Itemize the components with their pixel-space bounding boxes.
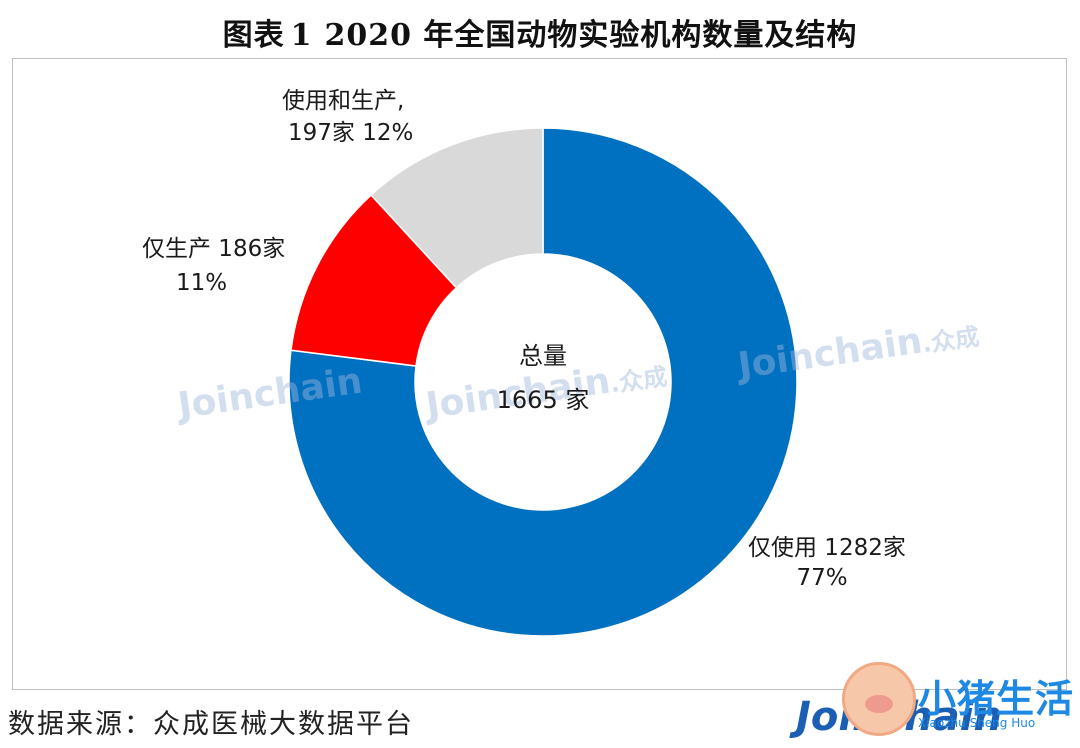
title-text: 2020 年全国动物实验机构数量及结构 xyxy=(324,18,858,53)
xiaozhu-badge: 小猪生活 xyxy=(918,677,1075,721)
slice-label-1-line2: 11% xyxy=(176,270,227,296)
chart-frame xyxy=(12,58,1067,690)
slice-label-2-line2: 197家 12% xyxy=(288,120,413,146)
slice-label-0-line2: 77% xyxy=(796,565,847,591)
pig-mascot-icon xyxy=(842,662,916,736)
data-source: 数据来源：众成医械大数据平台 xyxy=(8,709,414,740)
xiaozhu-badge-sub: Xiaozhu Sheng Huo xyxy=(918,716,1036,730)
center-label-line1: 总量 xyxy=(519,342,567,370)
center-label-line2: 1665 家 xyxy=(497,386,590,414)
title-number: 1 xyxy=(290,18,313,53)
chart-title: 图表 1 2020 年全国动物实验机构数量及结构 xyxy=(0,10,1080,54)
slice-2 xyxy=(370,127,544,289)
slice-0 xyxy=(288,127,798,637)
title-prefix: 图表 xyxy=(222,18,285,53)
slice-label-0-line1: 仅使用 1282家 xyxy=(748,535,906,561)
slice-label-1-line1: 仅生产 186家 xyxy=(142,236,285,262)
slice-label-2-line1: 使用和生产, xyxy=(282,88,404,114)
